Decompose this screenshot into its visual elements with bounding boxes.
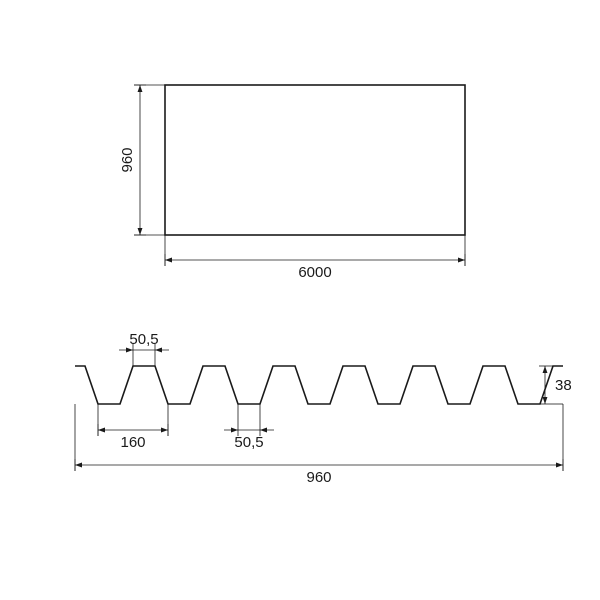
svg-text:960: 960 — [306, 469, 331, 486]
profile-cross-section — [75, 366, 563, 404]
svg-text:38: 38 — [555, 377, 572, 394]
svg-text:160: 160 — [120, 434, 145, 451]
svg-text:960: 960 — [119, 147, 136, 172]
plan-rectangle — [165, 85, 465, 235]
svg-text:6000: 6000 — [298, 264, 331, 281]
svg-text:50,5: 50,5 — [129, 331, 158, 348]
svg-text:50,5: 50,5 — [234, 434, 263, 451]
